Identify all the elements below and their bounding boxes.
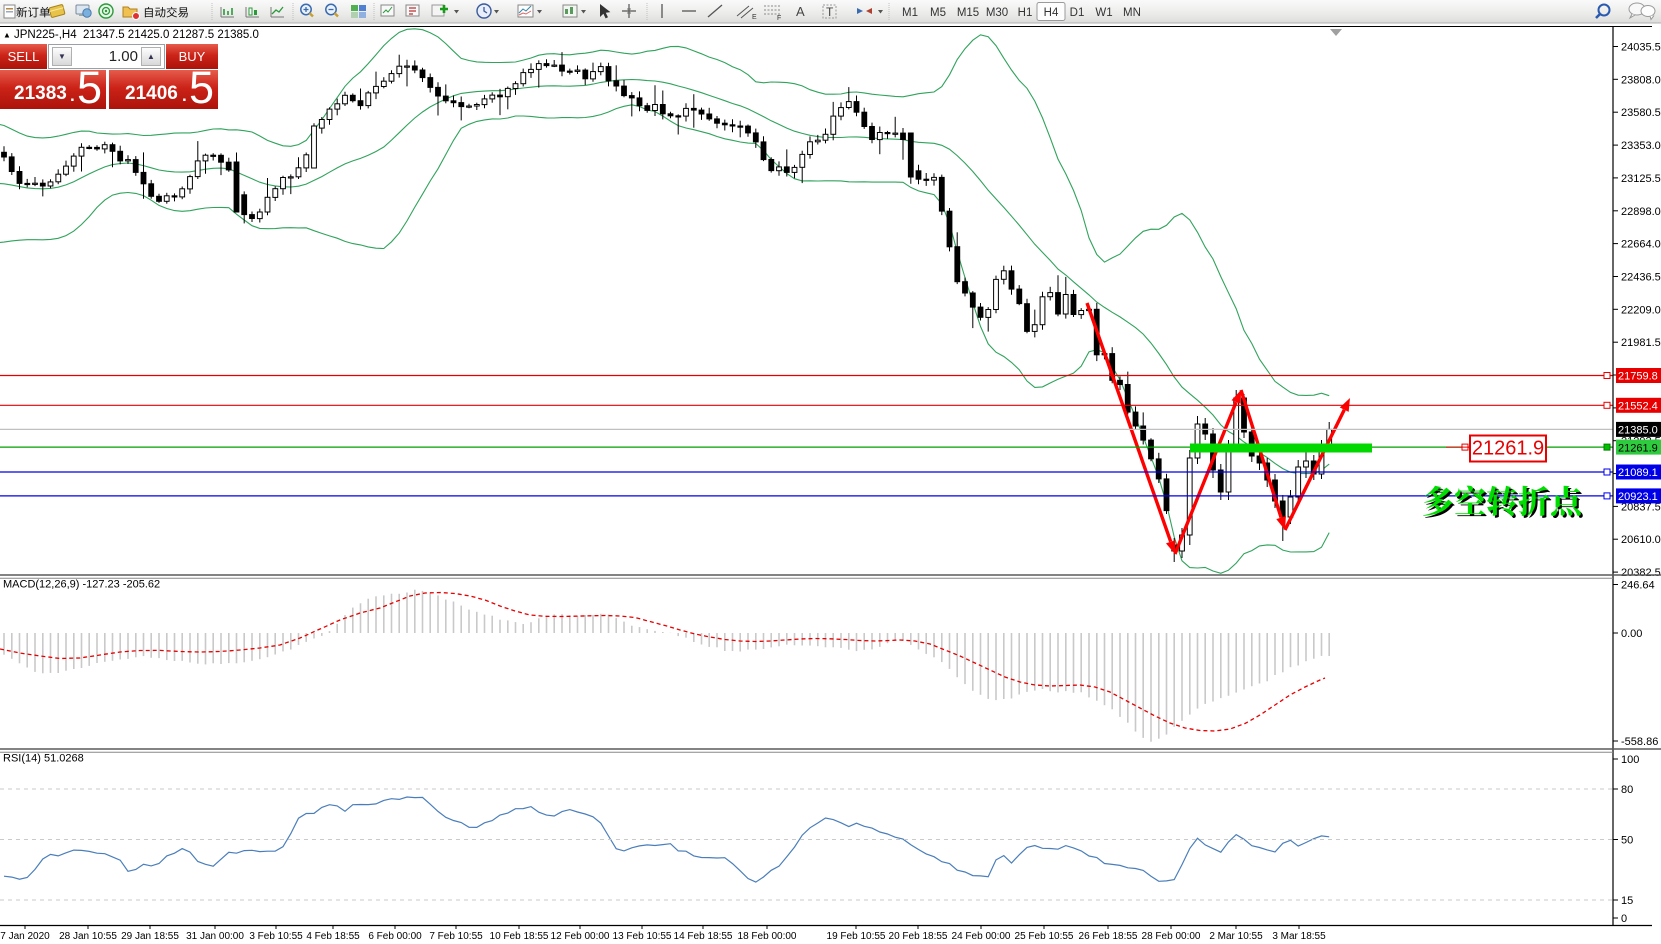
svg-text:20382.5: 20382.5 [1621, 567, 1661, 579]
svg-text:20 Feb 18:55: 20 Feb 18:55 [889, 931, 948, 942]
svg-text:20610.0: 20610.0 [1621, 534, 1661, 546]
svg-text:23353.0: 23353.0 [1621, 140, 1661, 152]
svg-text:50: 50 [1621, 835, 1633, 847]
svg-text:28 Jan 10:55: 28 Jan 10:55 [59, 931, 117, 942]
svg-text:H4: H4 [1044, 7, 1059, 19]
svg-text:D1: D1 [1070, 7, 1085, 19]
svg-text:21261.9: 21261.9 [1472, 438, 1544, 460]
svg-text:H1: H1 [1018, 7, 1033, 19]
svg-text:6 Feb 00:00: 6 Feb 00:00 [368, 931, 422, 942]
svg-text:M30: M30 [986, 7, 1008, 19]
svg-text:RSI(14) 51.0268: RSI(14) 51.0268 [3, 753, 84, 765]
svg-text:10 Feb 18:55: 10 Feb 18:55 [490, 931, 549, 942]
svg-text:31 Jan 00:00: 31 Jan 00:00 [186, 931, 244, 942]
svg-text:22209.0: 22209.0 [1621, 304, 1661, 316]
svg-text:3 Mar 18:55: 3 Mar 18:55 [1272, 931, 1326, 942]
svg-text:E: E [752, 14, 757, 21]
svg-text:28 Feb 00:00: 28 Feb 00:00 [1142, 931, 1201, 942]
svg-text:24035.5: 24035.5 [1621, 42, 1661, 54]
svg-text:MACD(12,26,9) -127.23 -205.62: MACD(12,26,9) -127.23 -205.62 [3, 579, 160, 591]
svg-text:0: 0 [1621, 913, 1627, 925]
svg-text:19 Feb 10:55: 19 Feb 10:55 [827, 931, 886, 942]
svg-text:21759.8: 21759.8 [1618, 371, 1658, 383]
svg-text:4 Feb 18:55: 4 Feb 18:55 [306, 931, 360, 942]
svg-text:22664.0: 22664.0 [1621, 239, 1661, 251]
svg-text:246.64: 246.64 [1621, 580, 1655, 592]
svg-text:80: 80 [1621, 784, 1633, 796]
svg-text:22898.0: 22898.0 [1621, 206, 1661, 218]
svg-text:21089.1: 21089.1 [1618, 467, 1658, 479]
svg-text:21552.4: 21552.4 [1618, 401, 1658, 413]
svg-text:22436.5: 22436.5 [1621, 272, 1661, 284]
svg-text:23808.0: 23808.0 [1621, 74, 1661, 86]
svg-text:23580.5: 23580.5 [1621, 107, 1661, 119]
svg-text:T: T [826, 5, 834, 19]
svg-text:21261.9: 21261.9 [1618, 442, 1658, 454]
svg-text:F: F [777, 15, 781, 22]
svg-text:M1: M1 [902, 7, 918, 19]
svg-text:7 Jan 2020: 7 Jan 2020 [0, 931, 50, 942]
svg-text:23125.5: 23125.5 [1621, 173, 1661, 185]
svg-text:M5: M5 [930, 7, 946, 19]
svg-text:18 Feb 00:00: 18 Feb 00:00 [738, 931, 797, 942]
svg-text:MN: MN [1123, 7, 1141, 19]
svg-text:13 Feb 10:55: 13 Feb 10:55 [613, 931, 672, 942]
svg-text:21385.0: 21385.0 [1618, 425, 1658, 437]
svg-text:21981.5: 21981.5 [1621, 337, 1661, 349]
svg-text:100: 100 [1621, 754, 1639, 766]
svg-text:W1: W1 [1095, 7, 1112, 19]
svg-text:25 Feb 10:55: 25 Feb 10:55 [1015, 931, 1074, 942]
svg-text:7 Feb 10:55: 7 Feb 10:55 [429, 931, 483, 942]
svg-text:20923.1: 20923.1 [1618, 491, 1658, 503]
svg-text:26 Feb 18:55: 26 Feb 18:55 [1079, 931, 1138, 942]
svg-text:24 Feb 00:00: 24 Feb 00:00 [952, 931, 1011, 942]
svg-text:-558.86: -558.86 [1621, 736, 1658, 748]
svg-text:29 Jan 18:55: 29 Jan 18:55 [121, 931, 179, 942]
svg-text:▲: ▲ [3, 31, 11, 40]
svg-text:M15: M15 [957, 7, 979, 19]
svg-text:JPN225-,H4 21347.5 21425.0 21: JPN225-,H4 21347.5 21425.0 21287.5 21385… [14, 29, 259, 41]
svg-text:15: 15 [1621, 895, 1633, 907]
svg-text:14 Feb 18:55: 14 Feb 18:55 [674, 931, 733, 942]
svg-text:0.00: 0.00 [1621, 628, 1642, 640]
svg-text:20837.5: 20837.5 [1621, 501, 1661, 513]
svg-text:A: A [796, 4, 805, 19]
svg-text:12 Feb 00:00: 12 Feb 00:00 [551, 931, 610, 942]
svg-text:3 Feb 10:55: 3 Feb 10:55 [249, 931, 303, 942]
svg-text:2 Mar 10:55: 2 Mar 10:55 [1209, 931, 1263, 942]
